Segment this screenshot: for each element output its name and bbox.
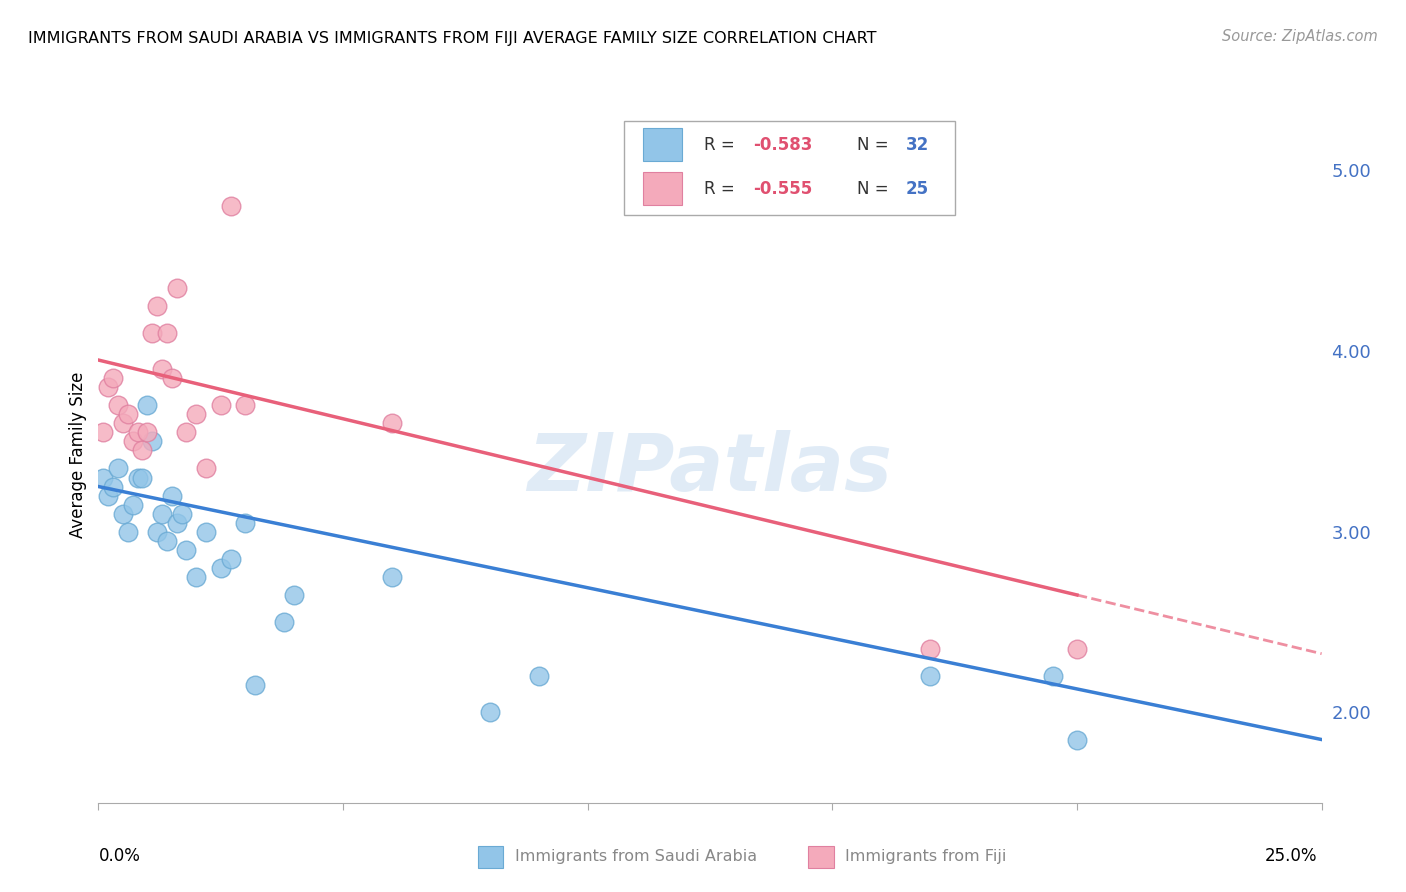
Point xyxy=(273,615,295,629)
Point xyxy=(117,524,139,539)
Point xyxy=(131,470,153,484)
Point xyxy=(101,479,124,493)
FancyBboxPatch shape xyxy=(624,121,955,215)
Point xyxy=(195,524,218,539)
Point xyxy=(219,199,242,213)
Point xyxy=(111,417,134,431)
Point xyxy=(150,507,173,521)
Point xyxy=(170,507,193,521)
Point xyxy=(186,570,208,584)
Text: Immigrants from Fiji: Immigrants from Fiji xyxy=(845,849,1007,863)
Point xyxy=(381,570,404,584)
Point xyxy=(209,561,232,575)
Text: R =: R = xyxy=(704,180,740,198)
Point xyxy=(146,524,169,539)
Bar xyxy=(478,846,503,868)
Point xyxy=(136,398,159,412)
Y-axis label: Average Family Size: Average Family Size xyxy=(69,372,87,538)
Point xyxy=(920,669,942,683)
Text: 32: 32 xyxy=(905,136,929,153)
Point xyxy=(166,281,188,295)
Point xyxy=(1066,732,1088,747)
Point xyxy=(527,669,550,683)
Point xyxy=(233,398,256,412)
Point xyxy=(1042,669,1064,683)
Point xyxy=(243,678,266,692)
Point xyxy=(1066,642,1088,657)
Point xyxy=(920,642,942,657)
Point xyxy=(283,588,305,602)
Text: N =: N = xyxy=(856,136,894,153)
Point xyxy=(136,425,159,440)
Point xyxy=(111,507,134,521)
Point xyxy=(107,398,129,412)
Point xyxy=(91,425,114,440)
Point xyxy=(176,542,198,557)
Point xyxy=(127,425,149,440)
Point xyxy=(127,470,149,484)
Point xyxy=(233,516,256,530)
Point xyxy=(176,425,198,440)
Point xyxy=(156,326,179,340)
Point xyxy=(150,362,173,376)
Bar xyxy=(643,172,682,205)
Point xyxy=(121,498,143,512)
Point xyxy=(97,489,120,503)
Text: 25.0%: 25.0% xyxy=(1265,847,1317,865)
Text: -0.555: -0.555 xyxy=(752,180,813,198)
Point xyxy=(141,326,163,340)
Point xyxy=(160,371,183,385)
Point xyxy=(141,434,163,449)
Point xyxy=(101,371,124,385)
Point xyxy=(219,551,242,566)
Point xyxy=(91,470,114,484)
Point xyxy=(160,489,183,503)
Text: Immigrants from Saudi Arabia: Immigrants from Saudi Arabia xyxy=(515,849,756,863)
Text: 0.0%: 0.0% xyxy=(98,847,141,865)
Bar xyxy=(643,128,682,161)
Point xyxy=(131,443,153,458)
Text: 25: 25 xyxy=(905,180,929,198)
Point xyxy=(478,706,501,720)
Bar xyxy=(808,846,834,868)
Point xyxy=(97,380,120,394)
Point xyxy=(195,461,218,475)
Point xyxy=(381,417,404,431)
Text: Source: ZipAtlas.com: Source: ZipAtlas.com xyxy=(1222,29,1378,44)
Text: N =: N = xyxy=(856,180,894,198)
Point xyxy=(146,299,169,313)
Point xyxy=(121,434,143,449)
Point xyxy=(156,533,179,548)
Point xyxy=(209,398,232,412)
Point xyxy=(186,407,208,421)
Text: -0.583: -0.583 xyxy=(752,136,813,153)
Point xyxy=(166,516,188,530)
Text: ZIPatlas: ZIPatlas xyxy=(527,430,893,508)
Point xyxy=(107,461,129,475)
Text: IMMIGRANTS FROM SAUDI ARABIA VS IMMIGRANTS FROM FIJI AVERAGE FAMILY SIZE CORRELA: IMMIGRANTS FROM SAUDI ARABIA VS IMMIGRAN… xyxy=(28,31,876,46)
Text: R =: R = xyxy=(704,136,740,153)
Point xyxy=(117,407,139,421)
